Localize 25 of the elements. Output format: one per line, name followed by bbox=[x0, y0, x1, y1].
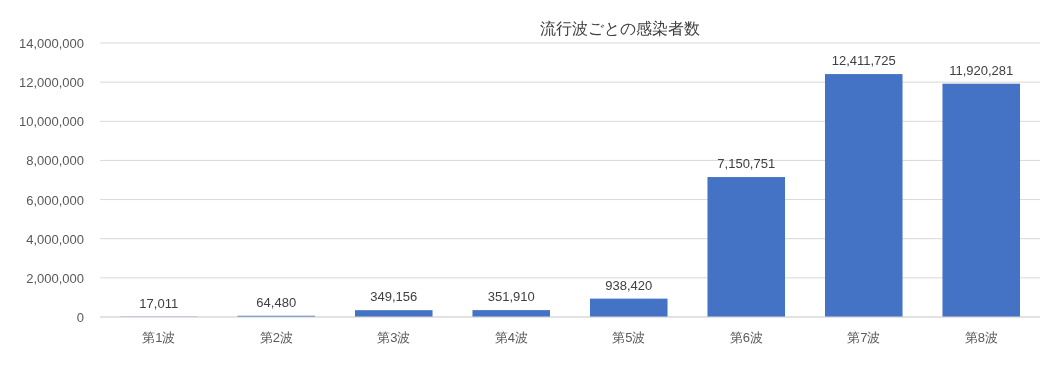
data-label: 11,920,281 bbox=[949, 62, 1014, 78]
data-label: 351,910 bbox=[487, 289, 535, 305]
y-tick-label: 12,000,000 bbox=[18, 75, 84, 91]
y-tick-label: 2,000,000 bbox=[26, 270, 84, 286]
y-tick-label: 14,000,000 bbox=[18, 36, 84, 51]
x-tick-label: 第2波 bbox=[259, 330, 293, 345]
x-tick-label: 第8波 bbox=[964, 330, 998, 345]
x-tick-label: 第4波 bbox=[494, 330, 528, 345]
x-tick-label: 第5波 bbox=[612, 330, 646, 345]
data-label: 12,411,725 bbox=[831, 53, 896, 69]
x-tick-label: 第1波 bbox=[142, 330, 176, 345]
data-label: 7,150,751 bbox=[717, 156, 776, 172]
y-tick-label: 10,000,000 bbox=[18, 114, 84, 130]
data-label: 349,156 bbox=[370, 289, 418, 305]
data-label: 938,420 bbox=[605, 277, 653, 293]
y-tick-label: 8,000,000 bbox=[26, 153, 84, 169]
data-label: 64,480 bbox=[256, 294, 297, 310]
x-tick-label: 第3波 bbox=[377, 330, 411, 345]
chart-title: 流行波ごとの感染者数 bbox=[540, 20, 700, 37]
data-label: 17,011 bbox=[139, 295, 179, 311]
x-tick-label: 第7波 bbox=[847, 330, 881, 345]
y-tick-label: 0 bbox=[76, 310, 84, 325]
y-tick-label: 6,000,000 bbox=[26, 192, 84, 208]
x-tick-label: 第6波 bbox=[729, 330, 763, 345]
y-tick-label: 4,000,000 bbox=[26, 231, 84, 247]
